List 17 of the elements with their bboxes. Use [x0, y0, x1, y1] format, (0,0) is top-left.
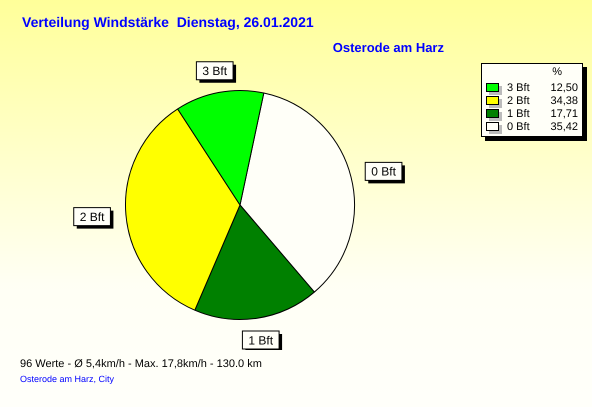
data-label: 12,50 — [550, 82, 578, 94]
legend-label: 3 Bft — [507, 82, 530, 94]
chart-title: Verteilung Windstärke Dienstag, 26.01.2021 — [22, 14, 314, 30]
slice-label: 0 Bft — [371, 164, 397, 179]
legend-label: 1 Bft — [507, 108, 530, 120]
slice-label: 3 Bft — [202, 64, 228, 78]
data-label: 35,42 — [550, 120, 578, 132]
slice-label: 1 Bft — [248, 333, 274, 348]
slice-label: 2 Bft — [80, 210, 106, 224]
data-label: 17,71 — [550, 108, 578, 120]
legend-label: 2 Bft — [507, 94, 530, 106]
data-label: 34,38 — [550, 94, 578, 106]
text: Osterode am Harz, City — [20, 374, 116, 384]
legend-title: % — [551, 66, 563, 78]
text: 96 Werte - Ø 5,4km/h - Max. 17,8km/h - 130.0 km — [20, 358, 262, 370]
chart-subtitle: Osterode am Harz — [332, 40, 444, 55]
legend-label: 0 Bft — [507, 120, 530, 132]
